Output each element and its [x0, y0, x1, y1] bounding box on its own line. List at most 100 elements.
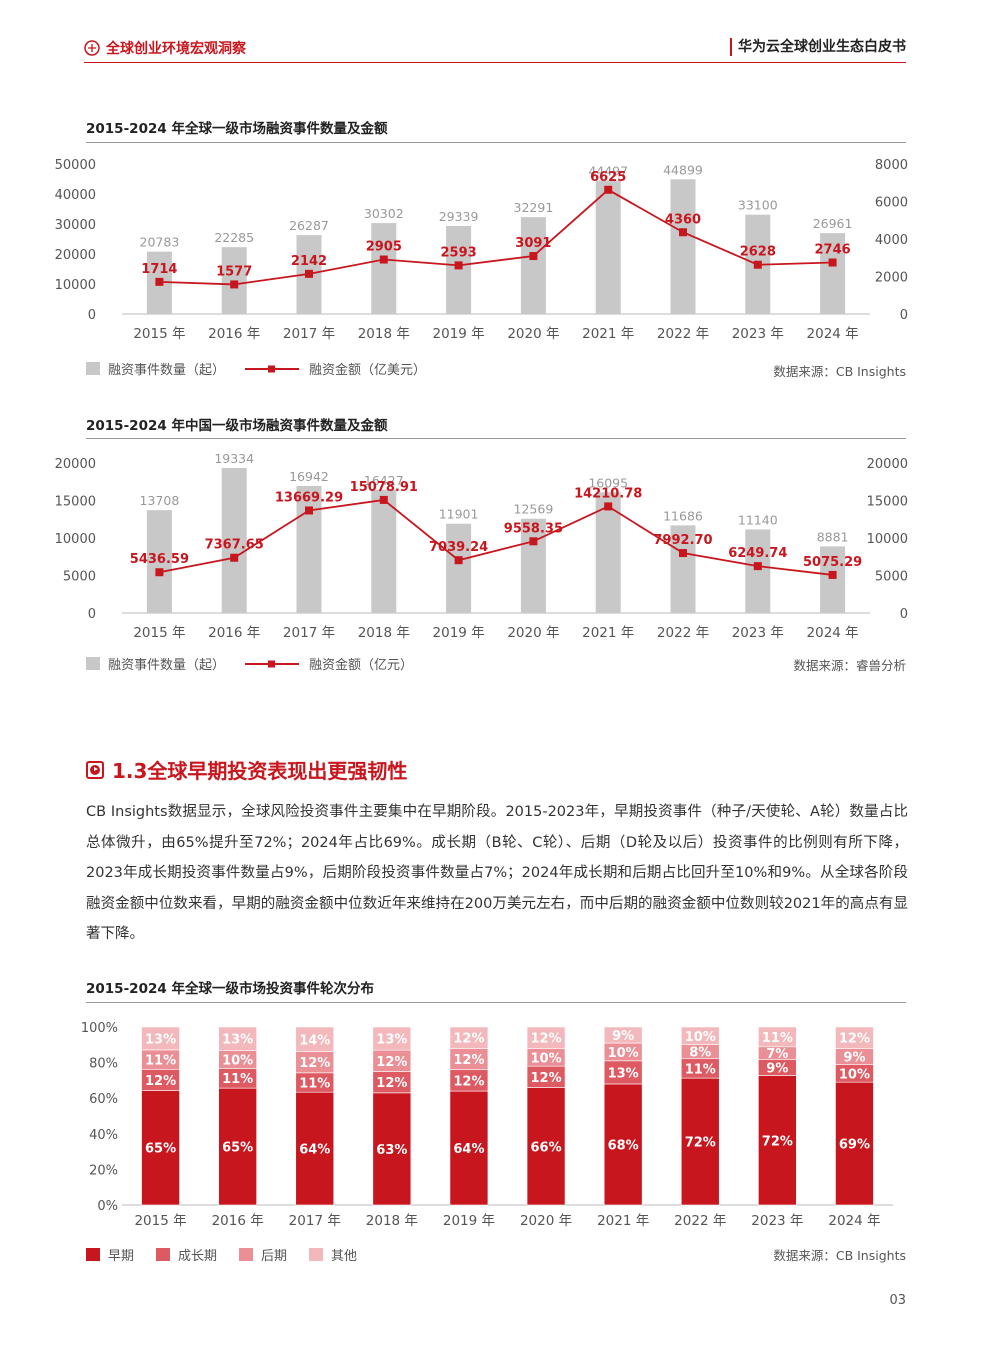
play-icon	[86, 760, 104, 779]
line-point	[604, 185, 613, 194]
y-right-tick-label: 10000	[867, 532, 908, 547]
x-tick-label: 2017 年	[283, 625, 335, 641]
line-point	[679, 228, 687, 237]
segment-other	[526, 1026, 566, 1049]
x-tick-label: 2020 年	[507, 625, 559, 641]
x-tick-label: 2018 年	[366, 1213, 418, 1229]
bar-data-label: 11686	[663, 508, 703, 523]
bar	[371, 223, 397, 314]
bar	[146, 510, 172, 613]
line-point	[155, 277, 164, 286]
y-left-tick-label: 20000	[55, 248, 96, 263]
line-data-label: 7992.70	[653, 533, 712, 548]
segment-data-label: 12%	[376, 1076, 407, 1091]
line-point	[155, 568, 164, 577]
chart2-title: 2015-2024 年中国一级市场融资事件数量及金额	[86, 418, 388, 434]
bar-data-label: 11901	[439, 507, 479, 522]
chart1-svg: 0 10000 20000 30000 40000 50000 0 2000 4000 6000 8…	[55, 158, 908, 342]
segment-data-label: 12%	[530, 1032, 561, 1047]
segment-data-label: 10%	[222, 1053, 253, 1068]
segment-data-label: 64%	[299, 1143, 330, 1158]
chart1-legend: 融资事件数量（起） 融资金额（亿美元）	[86, 359, 426, 378]
segment-data-label: 69%	[839, 1138, 870, 1153]
x-tick-label: 2018 年	[358, 625, 410, 641]
x-tick-label: 2019 年	[443, 1213, 495, 1229]
segment-data-label: 9%	[843, 1050, 865, 1065]
segment-data-label: 72%	[685, 1136, 716, 1151]
line-point	[828, 258, 837, 267]
segment-early	[295, 1091, 335, 1206]
chart1-legend-line-label: 融资金额（亿美元）	[309, 363, 427, 378]
bar-data-label: 30302	[364, 206, 404, 221]
line-point	[529, 252, 538, 261]
line-data-label: 14210.78	[574, 486, 642, 501]
y-right-tick-label: 15000	[867, 495, 908, 510]
segment-data-label: 12%	[145, 1074, 176, 1089]
bar	[820, 233, 846, 314]
bar	[595, 180, 621, 314]
legend-label: 早期	[108, 1249, 135, 1264]
y-tick-label: 100%	[81, 1021, 118, 1036]
bar	[745, 529, 771, 613]
section-paragraph: CB Insights数据显示，全球风险投资事件主要集中在早期阶段。2015-2…	[86, 804, 908, 942]
y-left-tick-label: 0	[88, 308, 96, 323]
line-point	[679, 549, 687, 558]
segment-data-label: 12%	[839, 1032, 870, 1047]
y-left-tick-label: 10000	[55, 532, 96, 547]
segment-data-label: 7%	[766, 1047, 788, 1062]
segment-other	[680, 1026, 720, 1045]
bar-data-label: 12569	[514, 502, 554, 517]
line-data-label: 1714	[141, 262, 177, 277]
segment-data-label: 64%	[453, 1142, 484, 1157]
chart2-svg: 0 5000 10000 15000 20000 0 5000 10000 15000 20000…	[55, 451, 908, 641]
y-right-tick-label: 0	[900, 308, 908, 323]
chart3-title-rule	[86, 1002, 906, 1003]
bar-data-label: 20783	[140, 235, 180, 250]
line-point	[454, 556, 463, 565]
chart1-source: 数据来源：CB Insights	[773, 364, 906, 379]
line-point	[305, 506, 313, 515]
y-right-tick-label: 5000	[875, 570, 908, 585]
header-left-title: 全球创业环境宏观洞察	[106, 41, 246, 57]
line-data-label: 5075.29	[803, 555, 862, 570]
bar-data-label: 32291	[514, 200, 554, 215]
line-data-label: 7039.24	[429, 540, 488, 555]
line-data-label: 5436.59	[130, 552, 189, 567]
bar-data-label: 29339	[439, 209, 479, 224]
y-right-tick-label: 4000	[875, 233, 908, 248]
segment-data-label: 11%	[299, 1077, 330, 1092]
bar-data-label: 44899	[663, 162, 703, 177]
line-data-label: 13669.29	[275, 490, 343, 505]
segment-other	[372, 1026, 412, 1051]
legend-label: 其他	[331, 1249, 358, 1264]
legend-swatch	[239, 1248, 254, 1261]
chart2-legend: 融资事件数量（起） 融资金额（亿元）	[86, 654, 413, 673]
legend-label: 后期	[261, 1249, 288, 1264]
line-data-label: 7367.65	[205, 538, 264, 553]
line-data-label: 3091	[515, 236, 551, 251]
header-right-title: 华为云全球创业生态白皮书	[730, 38, 906, 56]
bar	[221, 467, 247, 613]
segment-data-label: 12%	[453, 1074, 484, 1089]
x-tick-label: 2023 年	[732, 326, 784, 342]
bar-data-label: 16942	[289, 469, 329, 484]
segment-other	[835, 1026, 874, 1049]
line-point	[753, 260, 762, 269]
chart2-legend-line-label: 融资金额（亿元）	[309, 658, 414, 673]
legend-bar-swatch	[86, 362, 100, 375]
y-right-tick-label: 0	[900, 607, 908, 622]
line-data-label: 2905	[366, 240, 402, 255]
line-point	[828, 570, 837, 579]
segment-data-label: 11%	[145, 1054, 176, 1069]
segment-early	[835, 1081, 874, 1206]
segment-other	[218, 1026, 257, 1051]
bar-data-label: 44497	[588, 164, 628, 179]
bar	[520, 217, 546, 314]
line-point	[379, 495, 388, 504]
chart3-source: 数据来源：CB Insights	[773, 1248, 906, 1263]
bar-data-label: 22285	[214, 230, 254, 245]
bar	[446, 225, 472, 314]
x-tick-label: 2019 年	[433, 625, 485, 641]
y-left-tick-label: 30000	[55, 218, 96, 233]
x-tick-label: 2024 年	[807, 625, 859, 641]
